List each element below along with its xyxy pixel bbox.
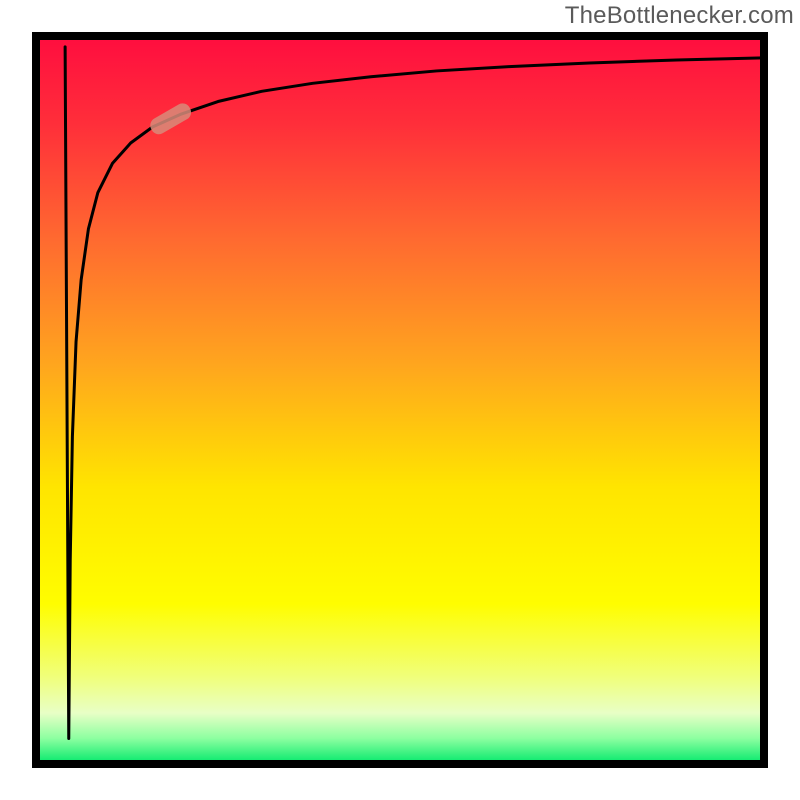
- plot-frame: [36, 36, 764, 764]
- watermark-text: TheBottlenecker.com: [565, 2, 794, 30]
- gradient-background: [36, 36, 764, 764]
- chart-stage: TheBottlenecker.com: [0, 0, 800, 800]
- bottleneck-plot: [0, 0, 800, 800]
